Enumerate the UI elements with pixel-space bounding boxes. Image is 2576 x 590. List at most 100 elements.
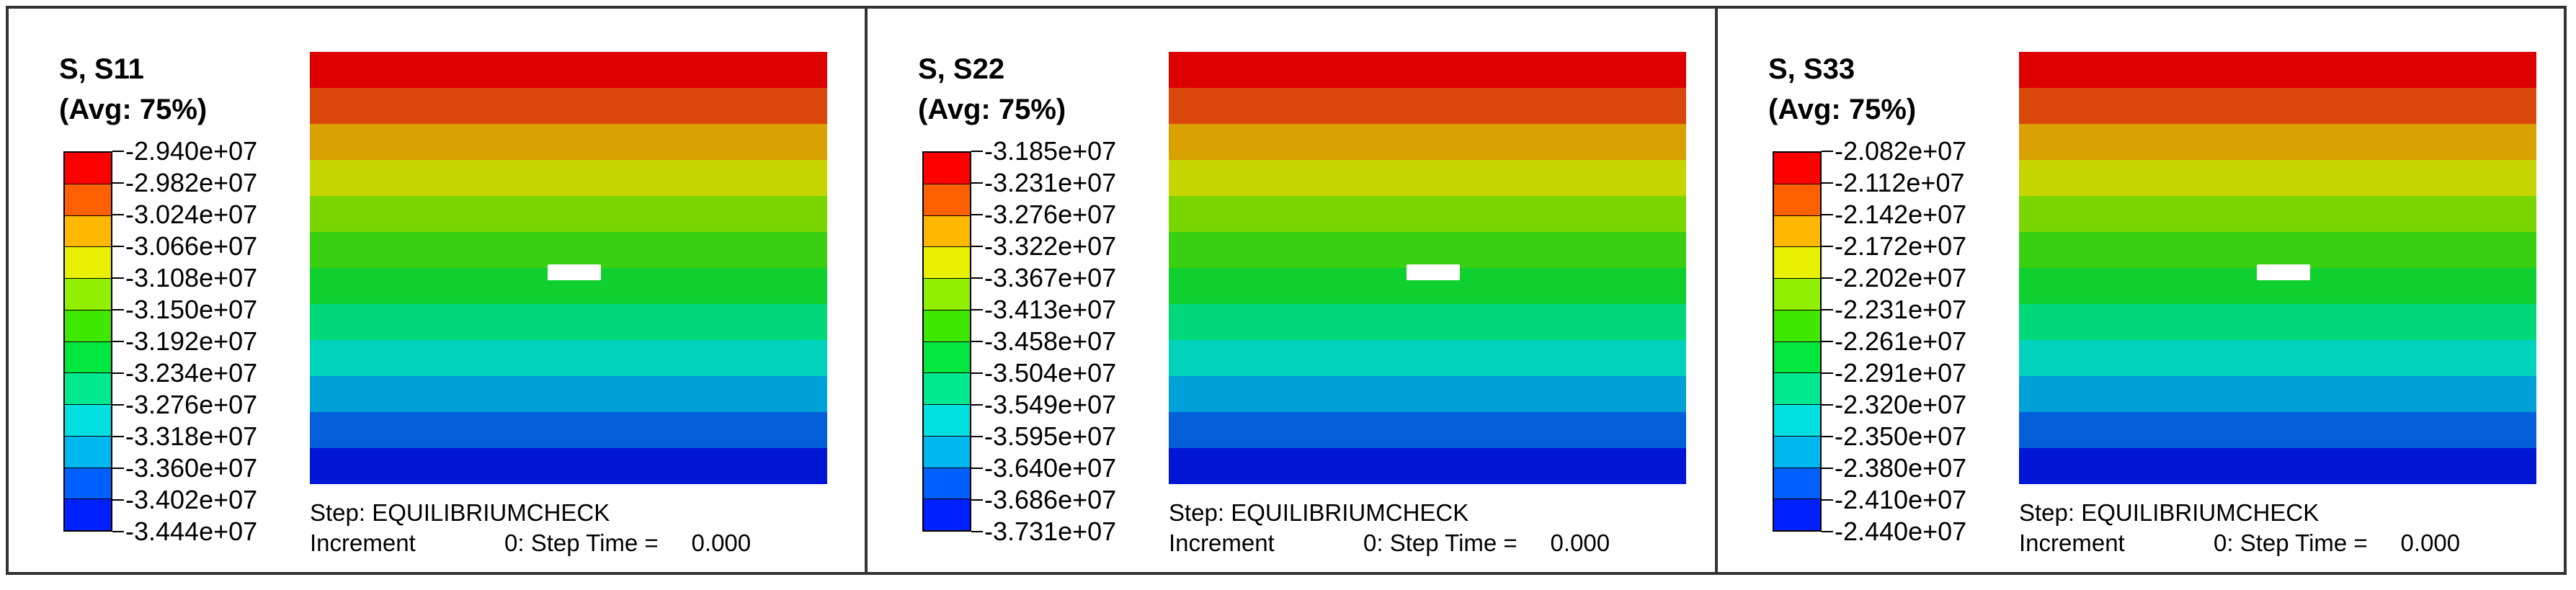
legend-tick [112,341,124,342]
legend-value-label: -3.024e+07 [125,200,258,229]
legend-value-label: -2.112e+07 [1835,168,1965,197]
legend-value-label: -2.982e+07 [125,168,258,197]
legend-value-label: -3.549e+07 [984,390,1117,419]
contour-plot [310,52,827,484]
legend-swatch [924,247,970,279]
contour-band [2019,160,2536,196]
legend-swatch [1774,341,1820,374]
legend-value-label: -2.261e+07 [1835,326,1967,356]
contour-band [2019,340,2536,376]
legend-ticks [971,151,986,532]
legend-value-label: -3.413e+07 [984,295,1117,324]
legend-value-label: -3.731e+07 [984,517,1117,546]
contour-band [1169,412,1686,448]
legend-value-label: -3.108e+07 [125,263,258,292]
legend-swatch [1774,468,1820,500]
plot-hole-marker [2257,264,2310,280]
legend-value-label: -2.291e+07 [1835,358,1967,388]
plot-hole-marker [1407,264,1460,280]
legend-tick [1822,151,1833,152]
legend-swatch [1774,373,1820,405]
legend-tick [971,404,983,406]
legend-swatch [924,373,970,405]
legend-swatch [924,310,970,342]
legend-tick [1822,182,1833,184]
panel-s11: S, S11 (Avg: 75%) -2.940e+07 -2.982e+07 -3… [9,9,862,575]
legend-swatch [65,341,111,374]
legend-tick [112,468,124,469]
legend-tick [112,404,124,406]
legend-value-label: -2.202e+07 [1835,263,1967,292]
step-time-value: 0.000 [2400,529,2461,556]
contour-band [2019,52,2536,88]
legend-tick [1822,531,1833,532]
legend-value-label: -3.150e+07 [125,295,258,324]
increment-line: Increment 0: Step Time = 0.000 [310,530,751,556]
legend-value-label: -2.082e+07 [1835,136,1967,166]
legend-tick [971,499,983,501]
contour-band [310,340,827,376]
legend-swatch [65,499,111,530]
contour-band [310,232,827,268]
contour-band [310,88,827,124]
legend-swatch [65,468,111,500]
contour-band [1169,160,1686,196]
legend-tick [1822,468,1833,469]
contour-band [2019,376,2536,412]
contour-band [1169,304,1686,340]
legend-value-label: -2.380e+07 [1835,453,1967,483]
legend-tick [112,182,124,184]
legend-value-label: -2.172e+07 [1835,231,1967,261]
figure-frame [6,6,2567,575]
legend-swatch [65,215,111,248]
increment-line: Increment 0: Step Time = 0.000 [2019,530,2460,556]
legend-value-label: -2.231e+07 [1835,295,1967,324]
legend-tick [971,246,983,247]
legend-tick [112,499,124,501]
contour-band [310,376,827,412]
legend-tick [971,372,983,374]
legend-tick [1822,341,1833,342]
increment-value: 0: Step Time = [2214,529,2368,556]
legend-tick [1822,309,1833,310]
legend-tick [971,151,983,152]
contour-plot [2019,52,2536,484]
legend-value-label: -3.185e+07 [984,136,1117,166]
legend-ticks [1822,151,1836,532]
legend-swatch [924,468,970,500]
legend-value-label: -3.686e+07 [984,485,1117,514]
step-time-value: 0.000 [1550,529,1610,556]
legend-value-label: -2.940e+07 [125,136,258,166]
legend-swatch [1774,247,1820,279]
increment-label: Increment [310,529,416,556]
legend-value-label: -2.142e+07 [1835,200,1967,229]
legend-swatch [1774,405,1820,437]
panel-s22: S, S22 (Avg: 75%) -3.185e+07 -3.231e+07 -3… [865,9,1712,575]
legend-swatch [65,436,111,468]
color-legend [1773,151,1822,532]
legend-swatch [1774,153,1820,184]
contour-band [1169,52,1686,88]
averaging-label: (Avg: 75%) [59,94,208,125]
legend-tick [971,468,983,469]
legend-tick [112,151,124,152]
legend-tick [1822,499,1833,501]
averaging-label: (Avg: 75%) [918,94,1066,125]
contour-band [2019,88,2536,124]
increment-value: 0: Step Time = [1363,529,1517,556]
contour-band [310,304,827,340]
legend-tick [112,531,124,532]
legend-swatch [924,153,970,184]
legend-tick [971,214,983,215]
legend-swatch [65,279,111,310]
contour-band [310,124,827,160]
legend-swatch [65,153,111,184]
contour-band [1169,232,1686,268]
legend-value-label: -2.320e+07 [1835,390,1967,419]
legend-tick [112,246,124,247]
legend-value-label: -3.192e+07 [125,326,258,356]
legend-tick [112,372,124,374]
contour-band [1169,448,1686,484]
contour-band [1169,376,1686,412]
plot-hole-marker [548,264,601,280]
